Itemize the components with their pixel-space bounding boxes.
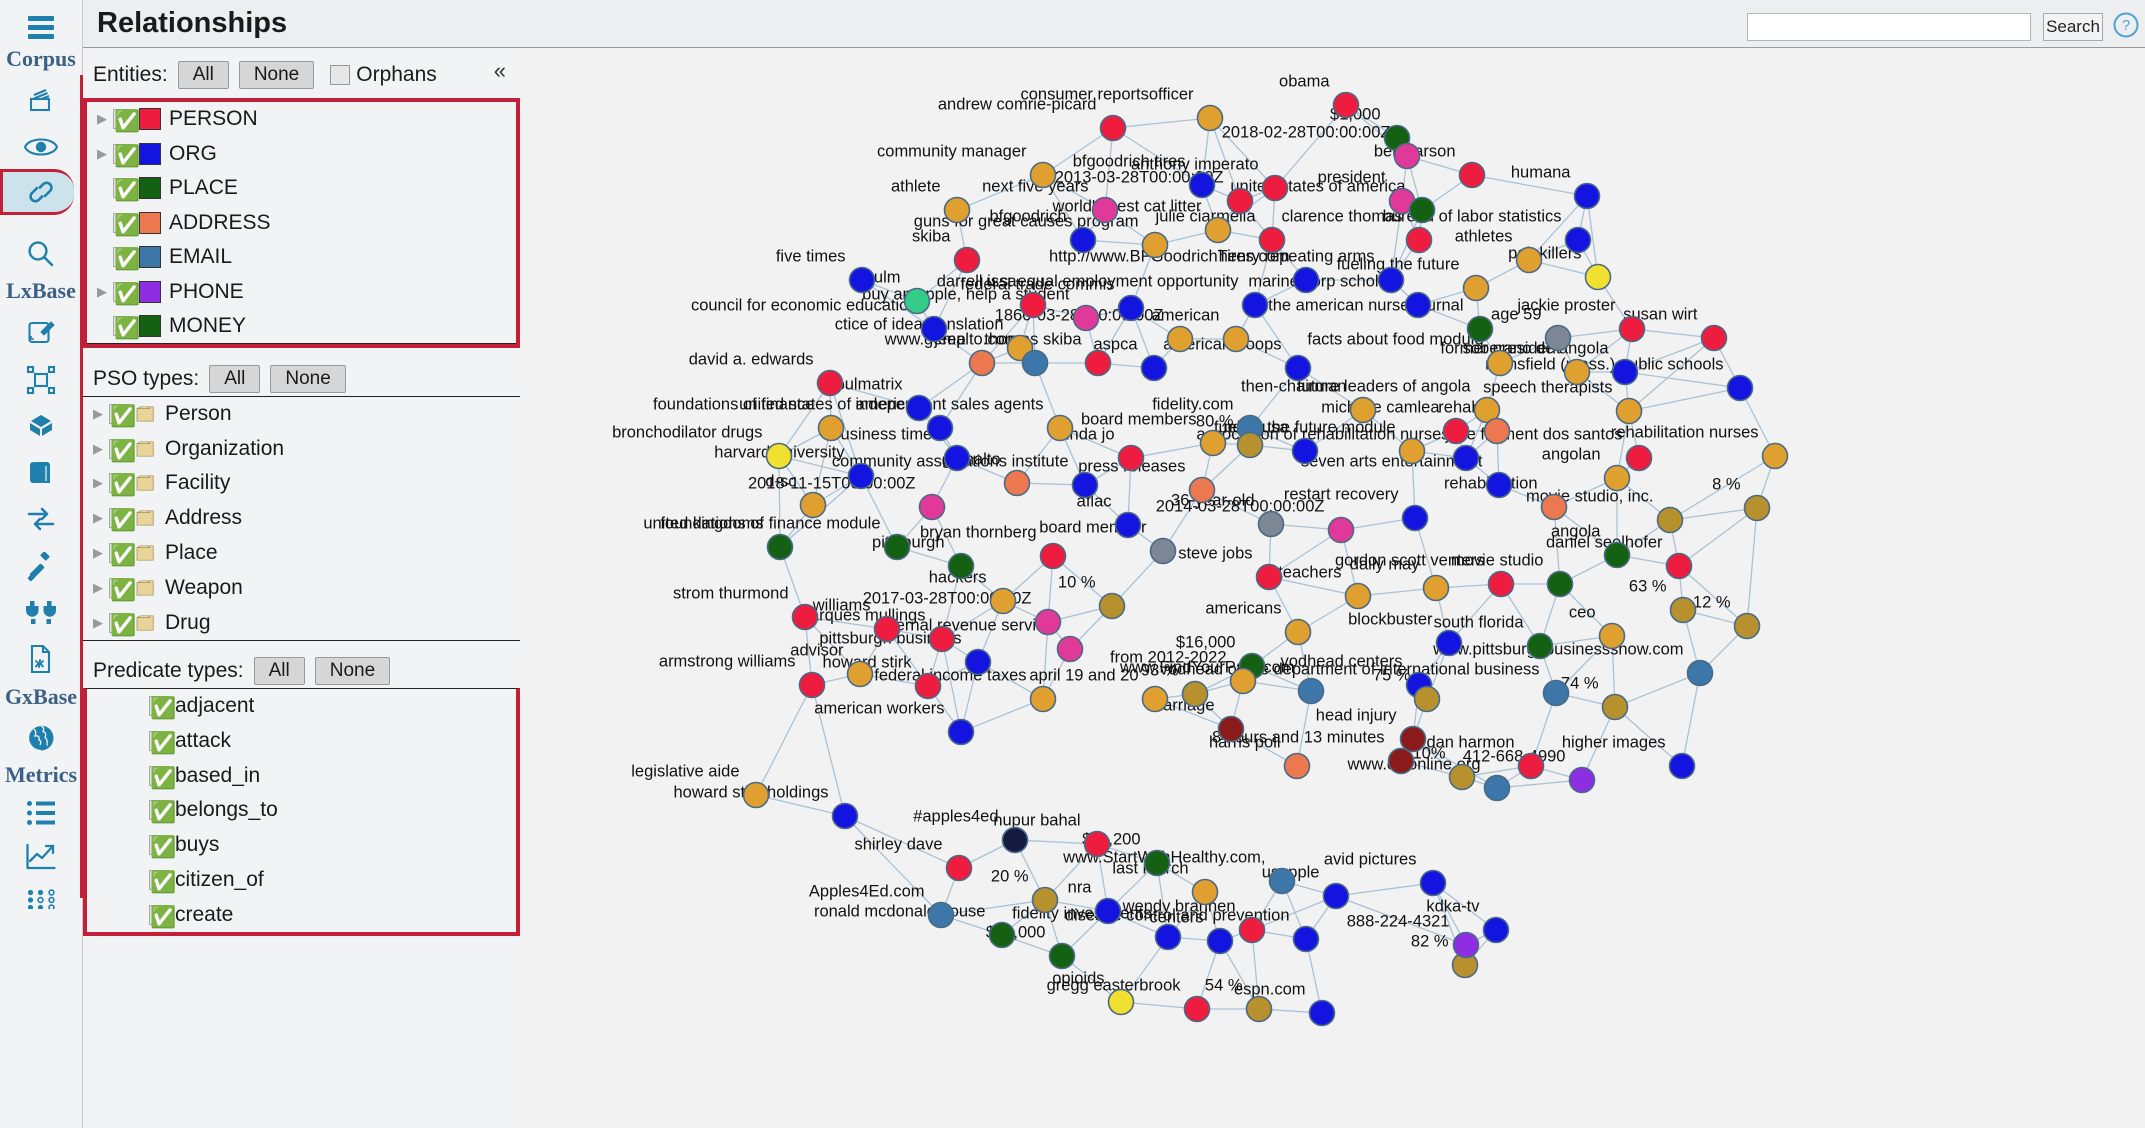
svg-text:jackie proster: jackie proster (1516, 297, 1616, 315)
svg-text:andrew comrie-picard: andrew comrie-picard (938, 96, 1097, 114)
svg-text:obama: obama (1279, 73, 1330, 91)
svg-text:future leaders of angola: future leaders of angola (1297, 378, 1471, 396)
svg-text:united states of america: united states of america (1230, 178, 1406, 196)
svg-text:american: american (1152, 307, 1220, 325)
svg-text:nra: nra (1068, 879, 1093, 897)
svg-text:harris poll: harris poll (1209, 734, 1281, 752)
svg-text:american workers: american workers (814, 700, 944, 718)
svg-text:avid pictures: avid pictures (1324, 851, 1417, 869)
svg-text:ceo: ceo (1569, 604, 1596, 622)
svg-text:the american nurse journal: the american nurse journal (1268, 297, 1463, 315)
svg-text:athletes: athletes (1455, 228, 1513, 246)
svg-text:michelle camlea: michelle camlea (1321, 399, 1440, 417)
svg-text:2018-02-28T00:00:00Z: 2018-02-28T00:00:00Z (1222, 124, 1391, 142)
svg-text:bronchodilator drugs: bronchodilator drugs (612, 424, 762, 442)
svg-text:five times: five times (776, 248, 846, 266)
svg-text:head injury: head injury (1316, 707, 1397, 725)
svg-text:south florida: south florida (1434, 614, 1525, 632)
svg-text:independent sales agents: independent sales agents (855, 396, 1043, 414)
svg-text:restart recovery: restart recovery (1284, 486, 1399, 504)
svg-text:20 %: 20 % (991, 868, 1029, 886)
svg-text:foundations of finance module: foundations of finance module (660, 515, 880, 533)
svg-text:12 %: 12 % (1693, 594, 1731, 612)
svg-text:teachers: teachers (1278, 564, 1341, 582)
svg-text:daily may: daily may (1350, 556, 1420, 574)
svg-text:centers: centers (1149, 909, 1203, 927)
svg-text:athlete: athlete (891, 178, 941, 196)
svg-text:angolan: angolan (1542, 446, 1601, 464)
svg-text:steve jobs: steve jobs (1178, 545, 1252, 563)
svg-text:strom thurmond: strom thurmond (673, 585, 789, 603)
svg-text:community manager: community manager (877, 143, 1027, 161)
svg-text:10 %: 10 % (1058, 574, 1096, 592)
svg-text:humana: humana (1511, 164, 1571, 182)
svg-text:vodhead of the department of i: vodhead of the department of internation… (1160, 661, 1540, 679)
svg-text:armstrong williams: armstrong williams (659, 653, 796, 671)
svg-text:movie studio: movie studio (1451, 552, 1544, 570)
svg-text:rehabilitation nurses: rehabilitation nurses (1611, 424, 1759, 442)
svg-text:63 %: 63 % (1629, 578, 1667, 596)
svg-text:#apples4ed: #apples4ed (913, 808, 998, 826)
svg-text:mansfield (mass.) public schoo: mansfield (mass.) public schools (1485, 356, 1723, 374)
svg-text:americans: americans (1205, 600, 1281, 618)
svg-text:thomas skiba: thomas skiba (984, 331, 1082, 349)
svg-text:8 %: 8 % (1712, 476, 1741, 494)
svg-text:www.pittsburghbusinessshow.com: www.pittsburghbusinessshow.com (1432, 641, 1683, 659)
svg-text:jose filament dos santos: jose filament dos santos (1444, 426, 1622, 444)
svg-text:pulmatrix: pulmatrix (836, 376, 904, 394)
svg-text:kdka-tv: kdka-tv (1426, 898, 1480, 916)
svg-text:ronald mcdonald house: ronald mcdonald house (814, 903, 986, 921)
svg-text:2018-11-15T00:00:00Z: 2018-11-15T00:00:00Z (748, 475, 916, 493)
svg-text:business times: business times (831, 426, 940, 444)
svg-text:speech therapists: speech therapists (1483, 379, 1612, 397)
svg-text:higher images: higher images (1562, 734, 1666, 752)
svg-text:espn.com: espn.com (1234, 981, 1306, 999)
svg-text:federal income taxes: federal income taxes (874, 667, 1026, 685)
svg-text:shirley dave: shirley dave (854, 836, 942, 854)
svg-text:legislative aide: legislative aide (631, 763, 739, 781)
svg-text:82 %: 82 % (1411, 933, 1449, 951)
svg-text:Apples4Ed.com: Apples4Ed.com (809, 883, 925, 901)
svg-text:daniel seelhofer: daniel seelhofer (1546, 534, 1663, 552)
svg-text:blockbuster: blockbuster (1348, 611, 1433, 629)
svg-text:david a. edwards: david a. edwards (689, 351, 814, 369)
svg-text:nupur bahal: nupur bahal (993, 812, 1080, 830)
